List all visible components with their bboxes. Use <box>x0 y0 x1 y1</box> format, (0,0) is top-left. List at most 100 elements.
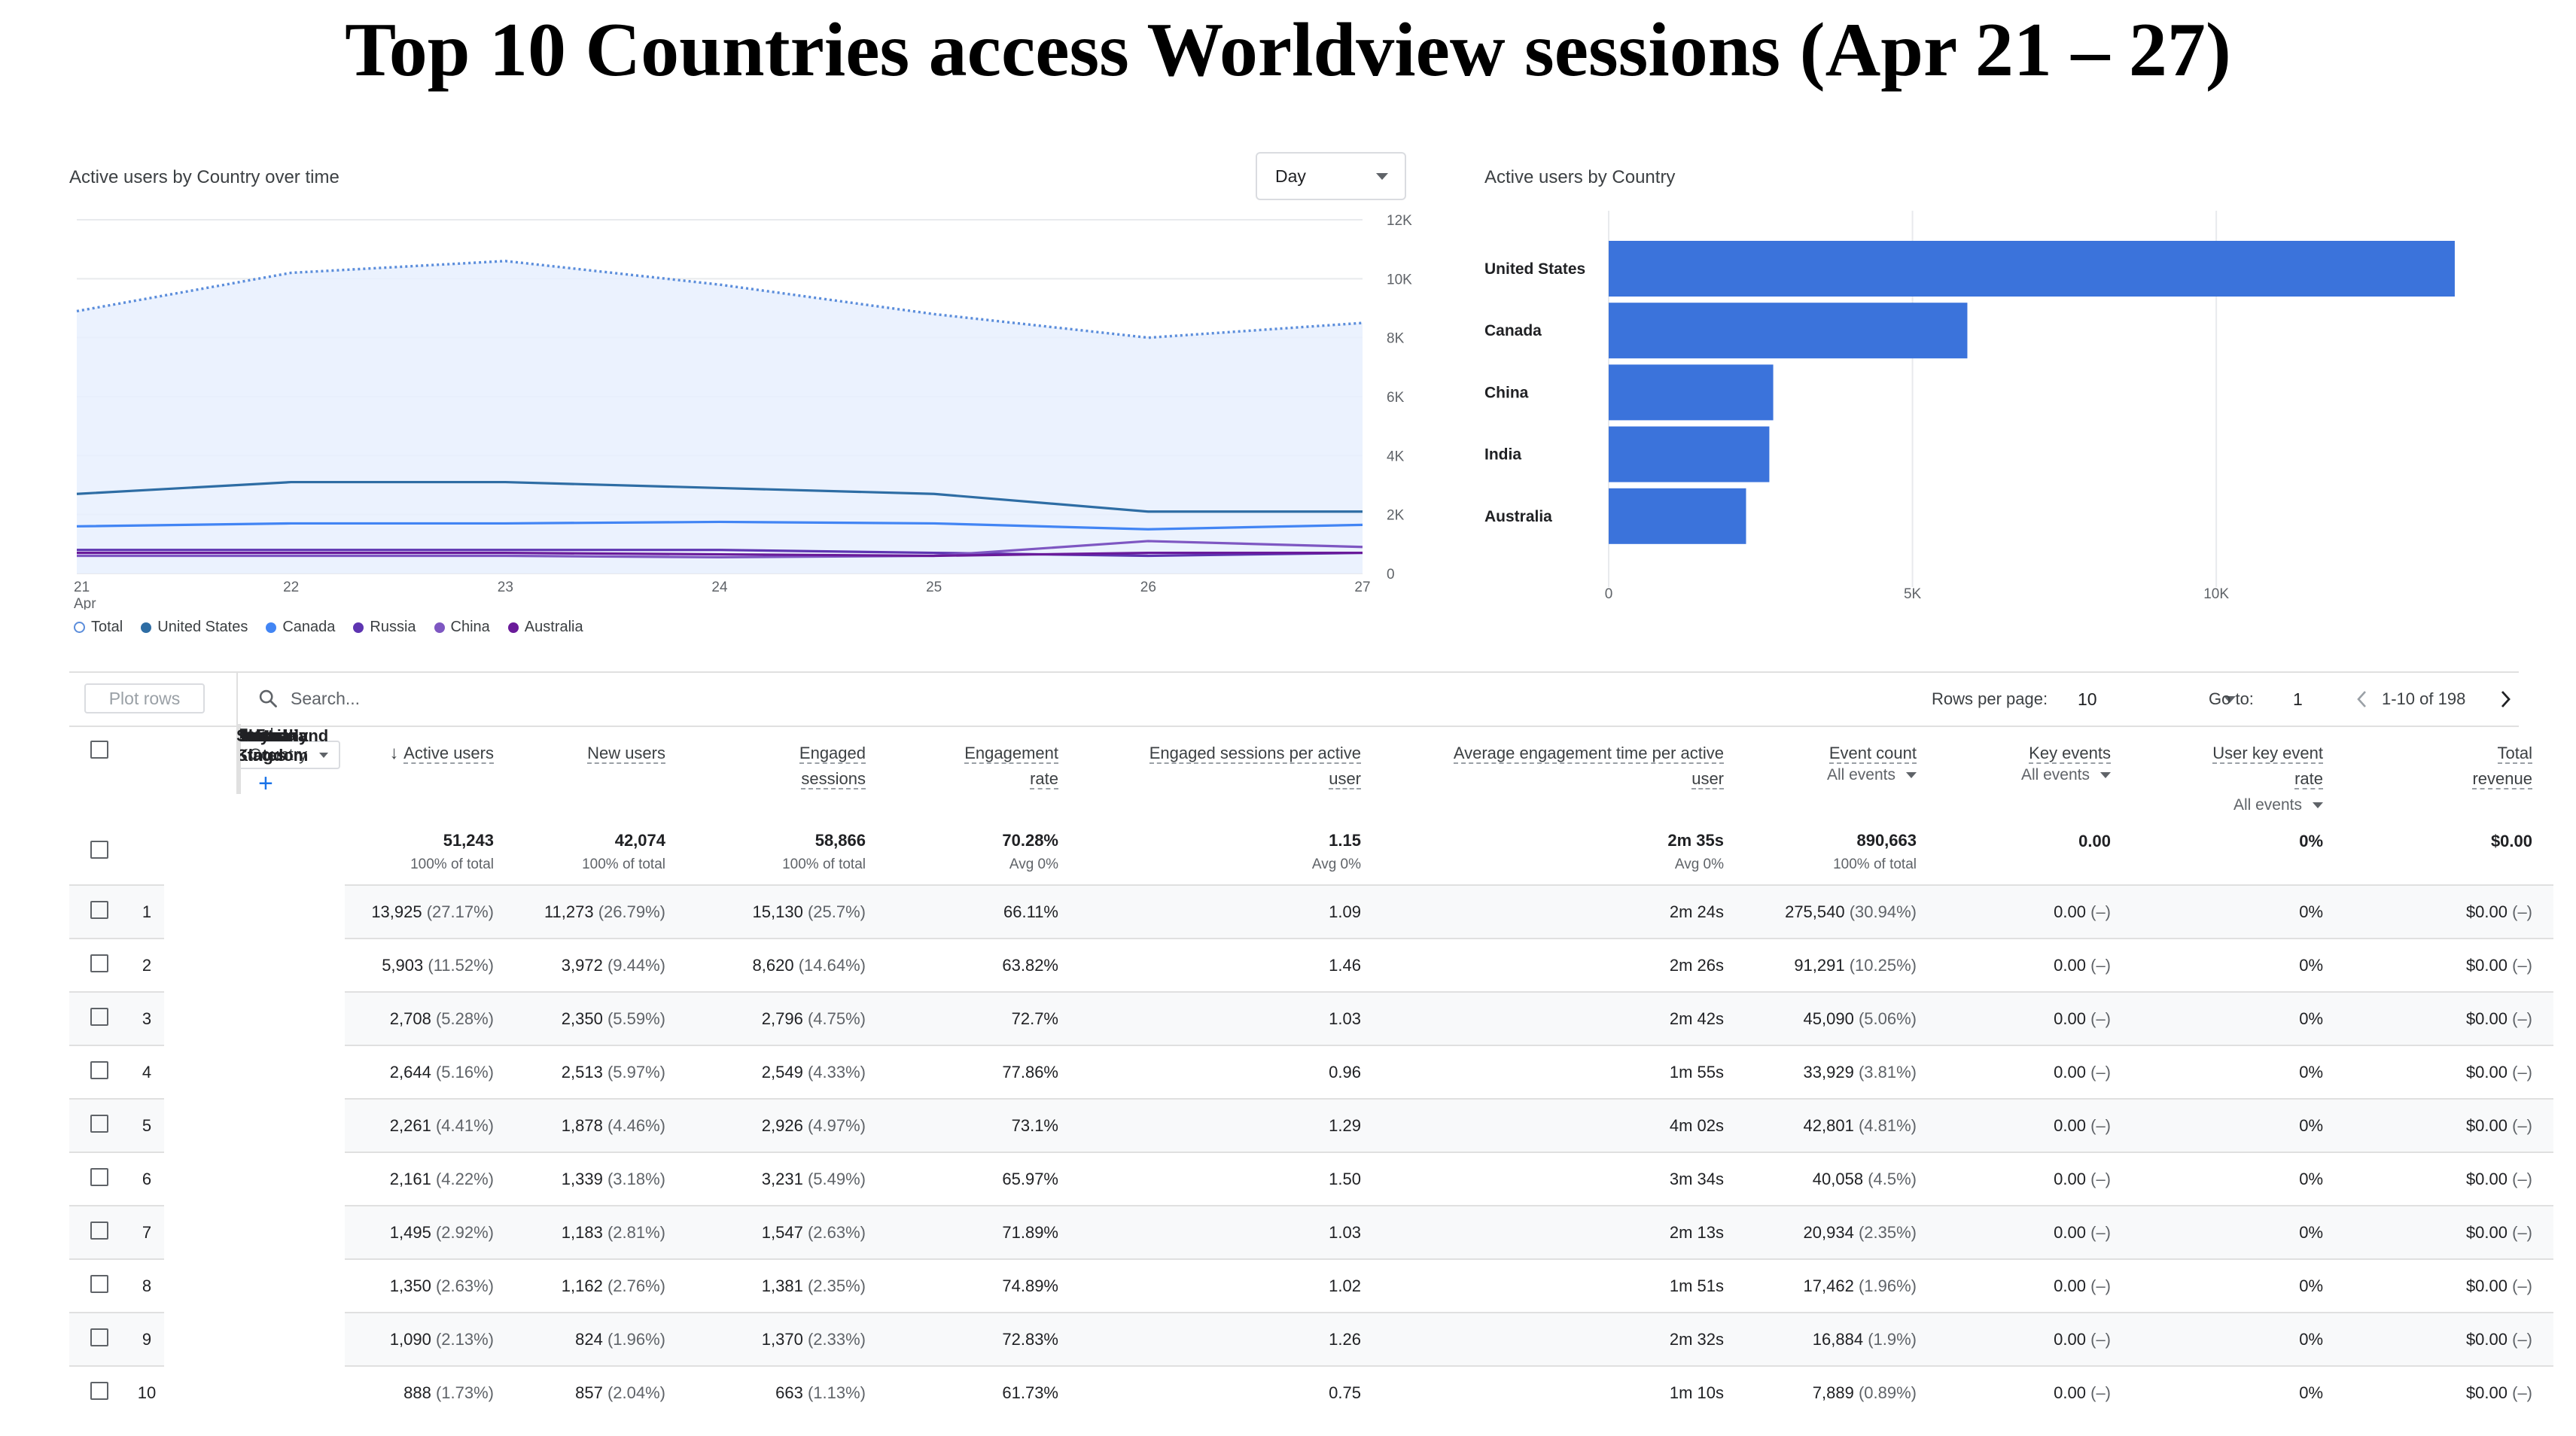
table-row[interactable]: 9 Italy 1,090 (2.13%) 824 (1.96%) 1,370 (2.3… <box>69 724 2553 1366</box>
column-header[interactable]: Engaged sessions <box>687 724 887 819</box>
column-header[interactable]: Event count All events <box>1745 724 1938 819</box>
total-cell: 890,663 100% of total <box>1745 819 1938 885</box>
cell-percent: (30.94%) <box>1844 902 1917 921</box>
cell-value: 0% <box>2299 1115 2323 1135</box>
table-row[interactable]: 8 United Kingdom 1,350 (2.63%) 1,162 (2.76%… <box>69 724 2553 1313</box>
bar-category-label: United States <box>1484 260 1585 278</box>
table-row[interactable]: 4 India 2,644 (5.16%) 2,513 (5.97%) 2,549 (4… <box>69 724 2553 1099</box>
event-filter-select[interactable]: All events <box>2133 796 2323 814</box>
cell-value: 1,495 <box>389 1222 431 1242</box>
table-cell: 0.00 (–) <box>1938 1045 2132 1099</box>
granularity-select[interactable]: Day <box>1256 152 1406 200</box>
cell-percent: (1.96%) <box>1853 1276 1917 1295</box>
chevron-right-icon[interactable] <box>2496 688 2514 710</box>
cell-value: 0% <box>2299 955 2323 975</box>
column-header[interactable]: New users <box>515 724 687 819</box>
cell-value: 1.26 <box>1329 1329 1361 1349</box>
line-chart-title: Active users by Country over time <box>69 167 340 187</box>
total-checkbox[interactable] <box>90 840 108 859</box>
cell-percent: (5.49%) <box>802 1169 866 1188</box>
search-input[interactable] <box>289 687 593 710</box>
cell-value: 2m 13s <box>1669 1222 1724 1242</box>
table-cell: 13,925 (27.17%) <box>345 884 515 939</box>
bar <box>1609 426 1770 482</box>
cell-value: 91,291 <box>1794 955 1845 975</box>
row-checkbox[interactable] <box>90 1381 108 1400</box>
table-cell: 0.00 (–) <box>1938 1365 2132 1419</box>
column-header[interactable]: Key events All events <box>1938 724 2132 819</box>
table-row[interactable]: 5 Australia 2,261 (4.41%) 1,878 (4.46%) 2,92… <box>69 724 2553 1152</box>
table-row[interactable]: 1 United States 13,925 (27.17%) 11,273 (26.… <box>69 724 2553 939</box>
event-filter-select[interactable]: All events <box>1746 766 1917 784</box>
table-cell: 71.89% <box>887 1205 1079 1259</box>
legend-item[interactable]: Canada <box>266 619 335 636</box>
add-dimension-icon[interactable]: + <box>258 769 273 798</box>
table-cell: 1.03 <box>1079 1205 1382 1259</box>
table-row[interactable]: 6 Russia 2,161 (4.22%) 1,339 (3.18%) 3,231 (… <box>69 724 2553 1206</box>
cell-value: 275,540 <box>1785 902 1845 921</box>
table-cell: $0.00 (–) <box>2344 938 2553 992</box>
column-header[interactable]: Engaged sessions per active user <box>1079 724 1382 819</box>
bar-category-label: India <box>1484 446 1521 464</box>
goto-input[interactable]: 1 <box>2293 689 2303 709</box>
rows-per-page-select[interactable]: 10 <box>2078 683 2236 715</box>
legend-item[interactable]: Total <box>74 619 123 636</box>
row-checkbox[interactable] <box>90 1007 108 1026</box>
legend-swatch <box>353 622 364 633</box>
cell-value: 7,889 <box>1812 1383 1854 1402</box>
cell-value: 1,547 <box>761 1222 803 1242</box>
x-tick-label: 22 <box>283 580 299 595</box>
table-row[interactable]: 7 Germany 1,495 (2.92%) 1,183 (2.81%) 1,547 … <box>69 724 2553 1259</box>
column-header[interactable]: ↓ Active users <box>345 724 515 819</box>
table-cell: $0.00 (–) <box>2344 1152 2553 1206</box>
row-checkbox[interactable] <box>90 1114 108 1133</box>
row-checkbox[interactable] <box>90 1221 108 1240</box>
table-row[interactable]: 3 China 2,708 (5.28%) 2,350 (5.59%) 2,796 (4… <box>69 724 2553 1045</box>
cell-value: 71.89% <box>1002 1222 1058 1242</box>
table-cell: 0% <box>2132 1258 2344 1313</box>
cell-value: 16,884 <box>1812 1329 1864 1349</box>
country-name[interactable]: Switzerland <box>236 724 328 780</box>
row-checkbox[interactable] <box>90 1328 108 1346</box>
column-header[interactable]: User key event rate All events <box>2132 724 2344 819</box>
cell-percent: (26.79%) <box>593 902 665 921</box>
total-subtext: 100% of total <box>410 856 494 872</box>
chevron-left-icon[interactable] <box>2353 688 2371 710</box>
row-checkbox[interactable] <box>90 900 108 919</box>
series-line-canada <box>76 520 1363 531</box>
table-cell: 1.26 <box>1079 1312 1382 1366</box>
cell-percent: (–) <box>2507 955 2532 975</box>
table-cell: 0% <box>2132 1365 2344 1419</box>
column-header[interactable]: Engagement rate <box>887 724 1079 819</box>
cell-value: 0.00 <box>2054 1383 2086 1402</box>
row-checkbox[interactable] <box>90 954 108 972</box>
column-header[interactable]: Total revenue <box>2344 724 2553 819</box>
select-all-checkbox[interactable] <box>90 741 108 759</box>
legend-item[interactable]: Australia <box>507 619 583 636</box>
legend-item[interactable]: United States <box>141 619 248 636</box>
cell-percent: (1.13%) <box>802 1383 866 1402</box>
bar <box>1609 364 1774 421</box>
column-header[interactable]: Average engagement time per active user <box>1382 724 1745 819</box>
legend-item[interactable]: Russia <box>353 619 416 636</box>
plot-rows-button[interactable]: Plot rows <box>84 683 205 713</box>
table-cell: 4m 02s <box>1382 1098 1745 1152</box>
row-checkbox[interactable] <box>90 1060 108 1079</box>
table-row[interactable]: 2 Canada 5,903 (11.52%) 3,972 (9.44%) 8,620 … <box>69 724 2553 992</box>
cell-value: 8,620 <box>752 955 794 975</box>
cell-percent: (5.59%) <box>602 1009 665 1028</box>
search-icon <box>259 689 277 707</box>
column-header-label: revenue <box>2472 769 2532 789</box>
legend-item[interactable]: China <box>434 619 490 636</box>
cell-value: 0.00 <box>2054 1329 2086 1349</box>
event-filter-select[interactable]: All events <box>1938 766 2111 784</box>
cell-percent: (11.52%) <box>423 955 494 975</box>
total-cell: 42,074 100% of total <box>515 819 687 885</box>
row-checkbox[interactable] <box>90 1167 108 1186</box>
cell-value: 2,644 <box>389 1062 431 1082</box>
table-cell: 0.00 (–) <box>1938 1205 2132 1259</box>
table-row[interactable]: 10 Switzerland 888 (1.73%) 857 (2.04%) 663 (… <box>69 724 2553 1419</box>
row-checkbox[interactable] <box>90 1274 108 1293</box>
table-cell: 2m 32s <box>1382 1312 1745 1366</box>
cell-value: 1.50 <box>1329 1169 1361 1188</box>
